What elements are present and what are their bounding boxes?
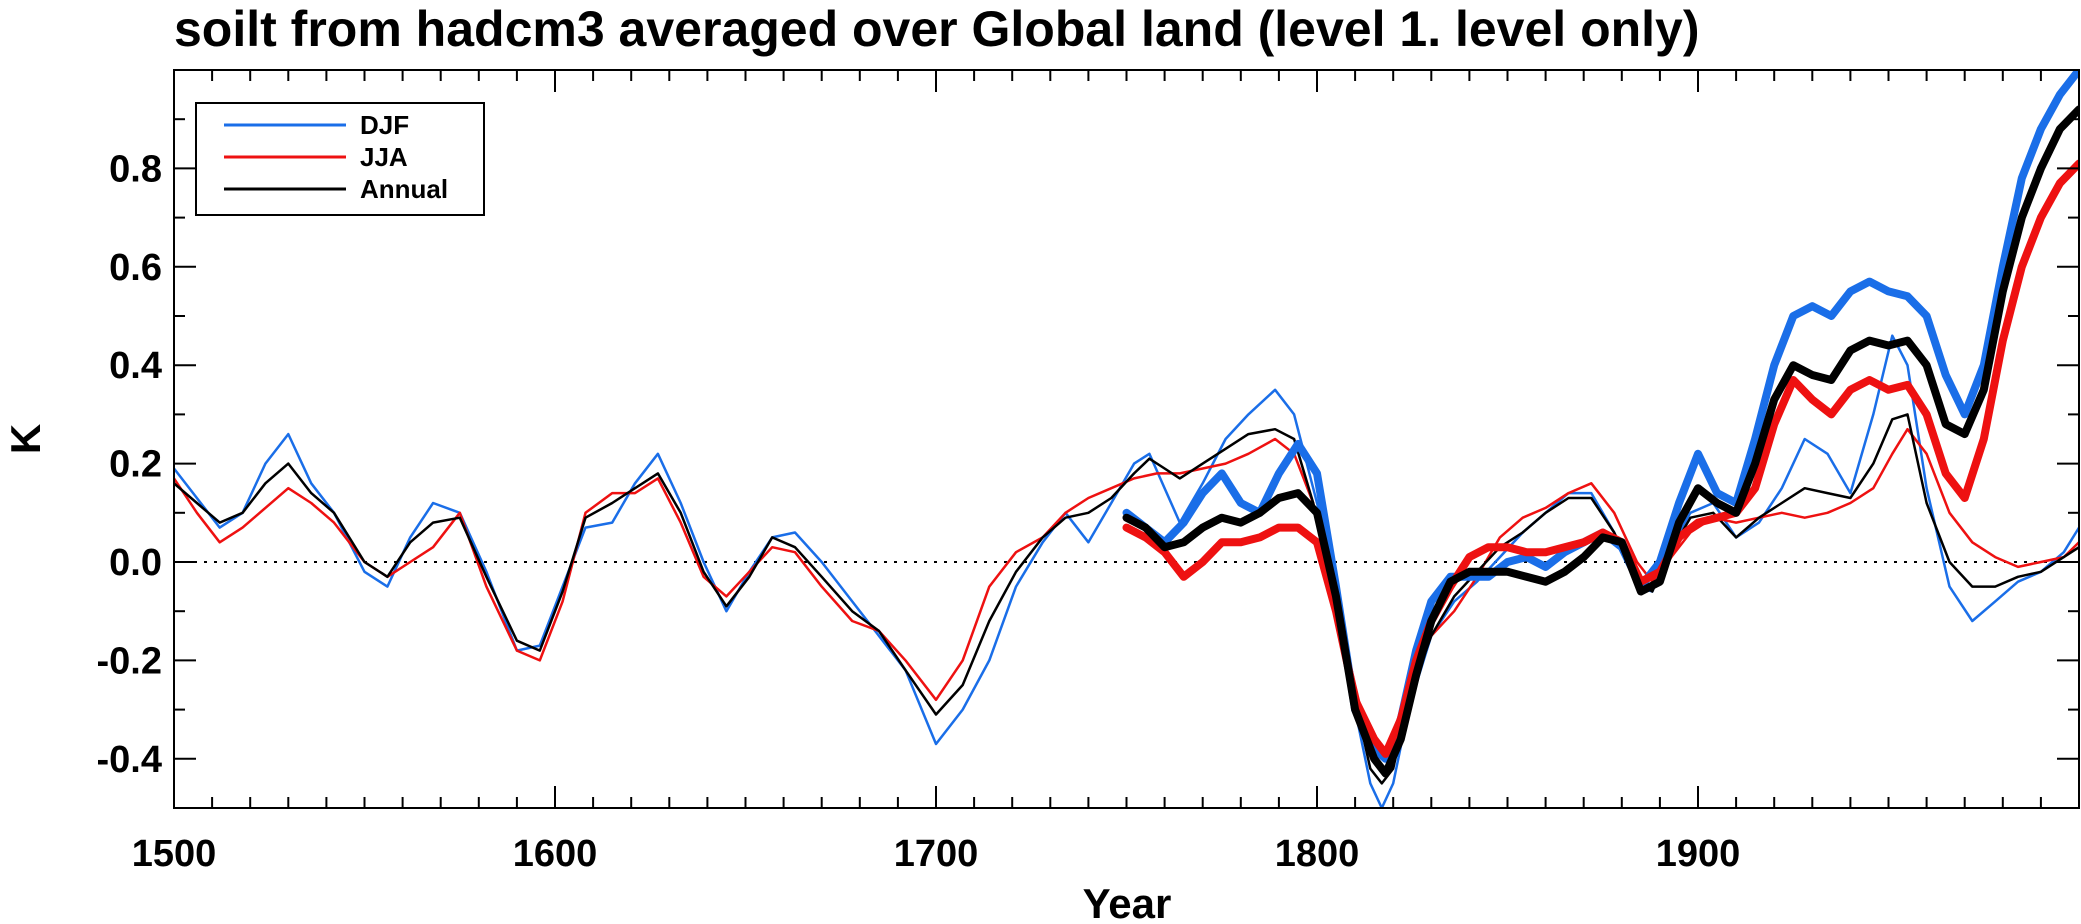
y-tick-label: 0.4 (109, 345, 162, 387)
legend-label-annual: Annual (360, 174, 448, 204)
x-tick-label: 1600 (513, 833, 598, 875)
x-tick-label: 1800 (1275, 833, 1360, 875)
series-line-jja-smoothed (1122, 159, 2079, 758)
x-tick-label: 1900 (1656, 833, 1741, 875)
y-tick-label: 0.6 (109, 247, 162, 289)
legend-label-djf: DJF (360, 110, 409, 140)
y-tick-label: 0.2 (109, 444, 162, 486)
axis-ticks: 1500 1600 1700 1800 1900 -0.4 -0.2 0.0 0.2 0.4 0.6… (97, 69, 2080, 875)
y-tick-label: -0.2 (97, 640, 162, 682)
x-tick-label: 1500 (132, 833, 217, 875)
y-tick-label: 0.8 (109, 148, 162, 190)
y-axis-label: K (2, 424, 49, 454)
series-line-annual-smoothed (1122, 105, 2079, 778)
chart-title: soilt from hadcm3 averaged over Global l… (174, 1, 1700, 57)
x-tick-label: 1700 (894, 833, 979, 875)
legend-label-jja: JJA (360, 142, 408, 172)
x-axis-label: Year (1083, 880, 1172, 924)
y-tick-label: 0.0 (109, 542, 162, 584)
legend: DJF JJA Annual (195, 102, 485, 216)
series-line-djf-smoothed (1122, 70, 2079, 763)
series-lines (174, 70, 2079, 808)
series-line-jja (174, 427, 2079, 761)
y-tick-label: -0.4 (97, 739, 162, 781)
series-line-annual (174, 413, 2079, 785)
plot-area (174, 70, 2079, 808)
legend-box (195, 102, 485, 216)
series-line-djf (174, 334, 2079, 808)
